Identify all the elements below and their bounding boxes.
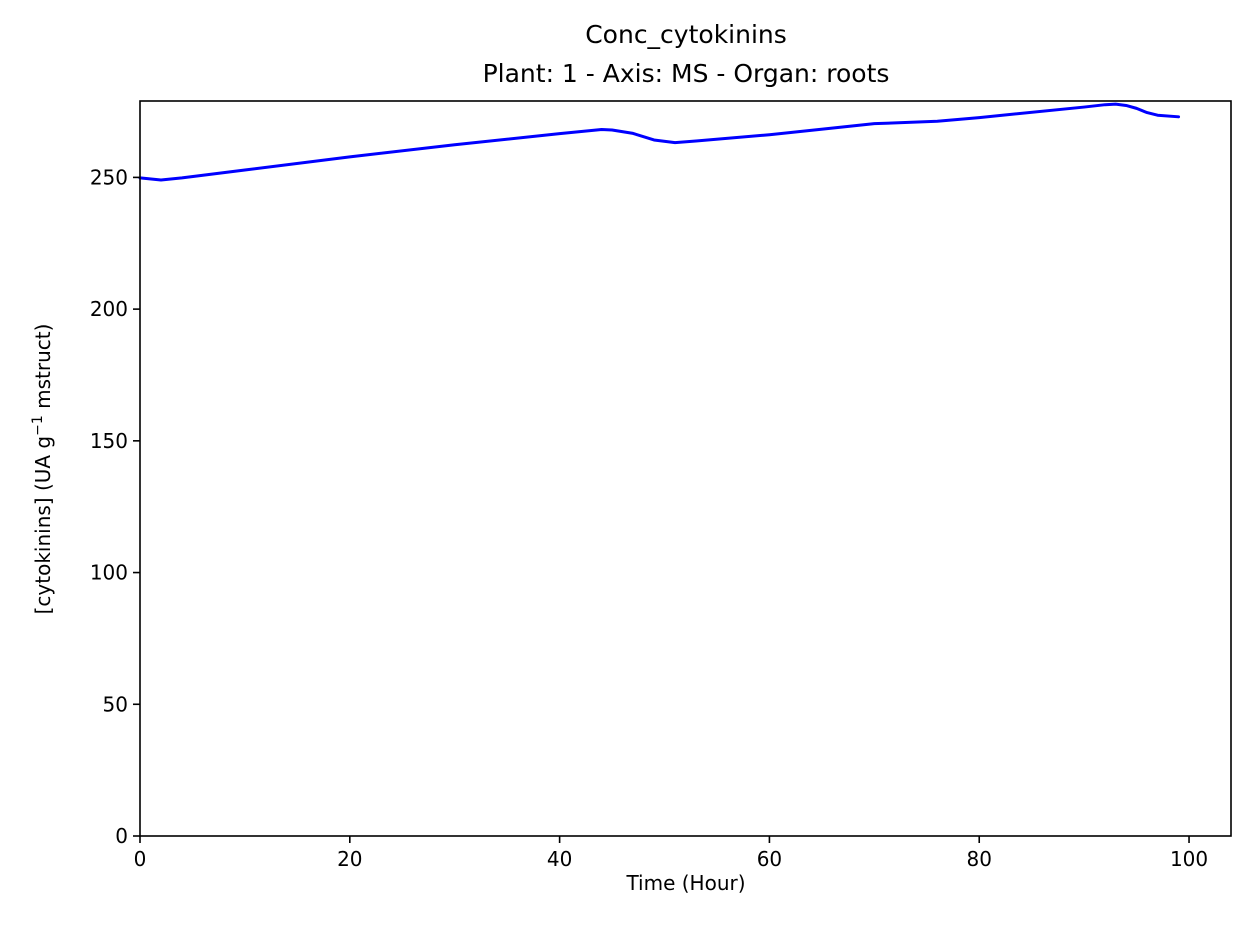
y-axis-label: [cytokinins] (UA g−1 mstruct) [30, 324, 55, 615]
y-tick-label: 250 [90, 165, 128, 189]
y-tick-label: 200 [90, 297, 128, 321]
x-tick-label: 20 [337, 847, 362, 871]
y-tick-label: 100 [90, 561, 128, 585]
chart-subtitle: Plant: 1 - Axis: MS - Organ: roots [483, 59, 890, 88]
y-axis-ticks: 0 50 100 150 200 250 [90, 165, 140, 848]
x-tick-label: 0 [134, 847, 147, 871]
y-tick-label: 50 [103, 692, 128, 716]
x-tick-label: 80 [967, 847, 992, 871]
x-tick-label: 40 [547, 847, 572, 871]
y-tick-label: 0 [115, 824, 128, 848]
series-layer [138, 102, 1181, 182]
x-tick-label: 60 [757, 847, 782, 871]
y-axis-label-suffix: mstruct) [31, 324, 55, 416]
y-axis-label-superscript: −1 [30, 415, 46, 436]
x-axis-label: Time (Hour) [625, 871, 745, 895]
series-line [138, 102, 1181, 182]
x-axis-ticks: 0 20 40 60 80 100 [134, 836, 1208, 871]
axes-frame [139, 100, 1232, 837]
chart-title: Conc_cytokinins [585, 20, 787, 49]
y-axis-label-prefix: [cytokinins] (UA g [31, 436, 55, 615]
plot-background [140, 101, 1231, 836]
plot-area: 0 20 40 60 80 100 0 50 100 150 200 250 [90, 100, 1232, 871]
y-tick-label: 150 [90, 429, 128, 453]
x-tick-label: 100 [1170, 847, 1208, 871]
